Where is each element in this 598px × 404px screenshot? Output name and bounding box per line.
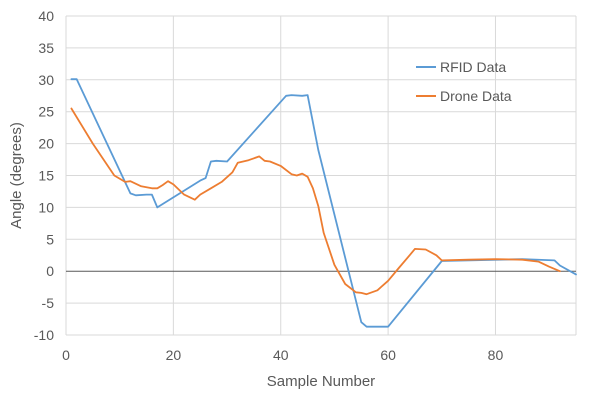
y-tick-label: 40: [38, 8, 54, 24]
legend: RFID Data Drone Data: [416, 59, 512, 104]
x-tick-label: 80: [488, 347, 504, 363]
y-axis-title: Angle (degrees): [8, 122, 25, 229]
x-tick-label: 40: [273, 347, 289, 363]
y-tick-label: 5: [46, 231, 54, 247]
y-tick-label: 25: [38, 104, 54, 120]
legend-label-rfid-data: RFID Data: [440, 59, 506, 75]
y-tick-label: 35: [38, 40, 54, 56]
y-tick-label: 20: [38, 136, 54, 152]
y-tick-label: 30: [38, 72, 54, 88]
x-tick-label: 0: [62, 347, 70, 363]
series-line-rfid-data: [70, 78, 577, 328]
y-tick-label: 10: [38, 199, 54, 215]
y-tick-label: 0: [46, 263, 54, 279]
x-tick-label: 20: [166, 347, 182, 363]
y-tick-label: 15: [38, 168, 54, 184]
axes: -10 -5 0 5 10 15 20 25 30 35 40 0 20 40 60 80: [34, 8, 576, 363]
x-axis-title: Sample Number: [267, 373, 375, 390]
series-line-drone-data: [70, 107, 561, 296]
y-tick-label: -10: [34, 327, 54, 343]
x-tick-label: 60: [380, 347, 396, 363]
legend-label-drone-data: Drone Data: [440, 88, 512, 104]
y-tick-label: -5: [42, 295, 55, 311]
series-lines: [70, 78, 577, 328]
